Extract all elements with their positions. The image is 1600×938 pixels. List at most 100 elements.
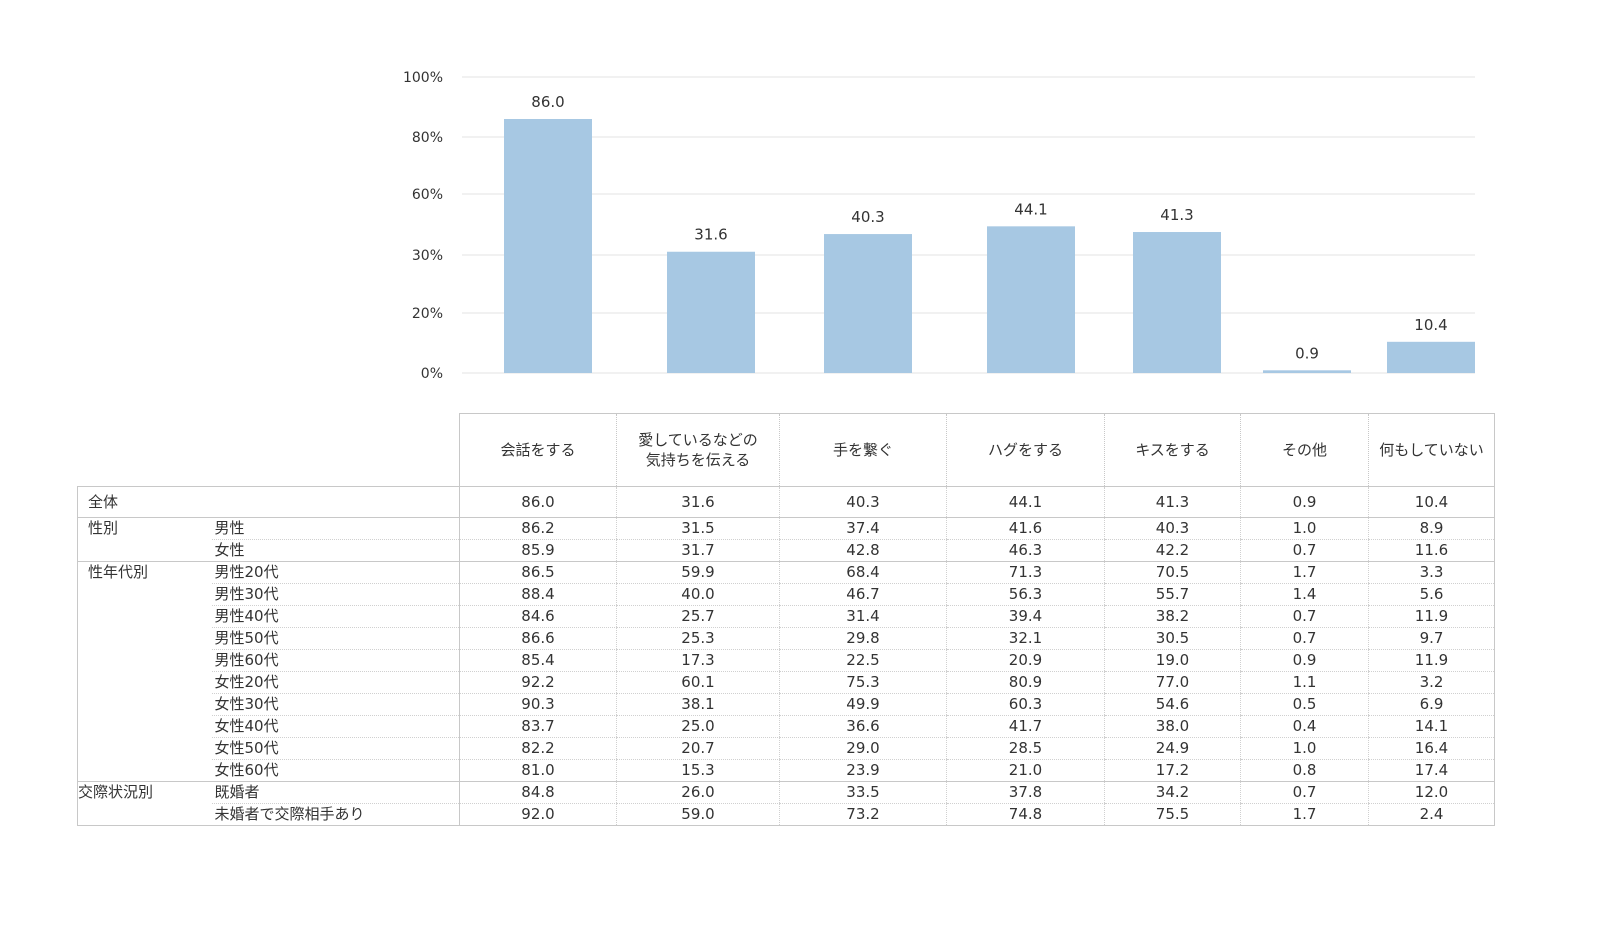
row-label: 男性20代: [211, 561, 460, 584]
table-cell: 31.5: [616, 517, 780, 540]
table-cell: 92.2: [459, 671, 617, 694]
table-cell: 54.6: [1104, 693, 1241, 716]
table-cell: 59.0: [616, 803, 780, 826]
row-label: 女性20代: [211, 671, 460, 694]
row-label: 男性50代: [211, 627, 460, 650]
table-cell: 38.1: [616, 693, 780, 716]
y-tick-label: 0%: [421, 366, 443, 382]
table-cell: 14.1: [1368, 715, 1495, 738]
table-cell: 41.3: [1104, 486, 1241, 518]
table-cell: 86.6: [459, 627, 617, 650]
column-header-line: 何もしていない: [1379, 441, 1484, 459]
row-label: 女性30代: [211, 693, 460, 716]
table-cell: 41.7: [946, 715, 1105, 738]
table-row: 性別 男性 86.2 31.5 37.4 41.6 40.3 1.0 8.9: [77, 517, 1495, 562]
table-cell: 70.5: [1104, 561, 1241, 584]
table-cell: 33.5: [779, 781, 947, 804]
table-row: 女性40代 83.7 25.0 36.6 41.7 38.0 0.4 14.1: [78, 715, 1495, 738]
table-cell: 73.2: [779, 803, 947, 826]
table-cell: 74.8: [946, 803, 1105, 826]
table-cell: 42.2: [1104, 539, 1241, 562]
table-cell: 10.4: [1368, 486, 1495, 518]
table-cell: 31.4: [779, 605, 947, 628]
bar: [824, 234, 912, 373]
table-cell: 3.3: [1368, 561, 1495, 584]
table-cell: 68.4: [779, 561, 947, 584]
table-cell: 15.3: [616, 759, 780, 782]
table-cell: 40.3: [1104, 517, 1241, 540]
table-row: 男性50代 86.6 25.3 29.8 32.1 30.5 0.7 9.7: [78, 627, 1495, 650]
column-header-line: ハグをする: [987, 441, 1063, 459]
row-label: 未婚者で交際相手あり: [211, 803, 460, 826]
bar-value-label: 44.1: [1014, 200, 1047, 218]
table-row: 交際状況別 既婚者 84.8 26.0 33.5 37.8 34.2 0.7 12.0: [77, 781, 1495, 826]
table-cell: 38.2: [1104, 605, 1241, 628]
table-cell: 11.6: [1368, 539, 1495, 562]
table-cell: 40.3: [779, 486, 947, 518]
column-header-line: 手を繋ぐ: [832, 441, 893, 459]
table-row: 男性60代 85.4 17.3 22.5 20.9 19.0 0.9 11.9: [78, 649, 1495, 672]
group-label: 交際状況別: [77, 781, 212, 826]
row-label: 全体: [77, 486, 460, 518]
table-cell: 2.4: [1368, 803, 1495, 826]
bar: [987, 226, 1075, 373]
table-row: 未婚者で交際相手あり 92.0 59.0 73.2 74.8 75.5 1.7 2.4: [78, 803, 1495, 826]
table-cell: 0.8: [1240, 759, 1369, 782]
table-cell: 37.4: [779, 517, 947, 540]
table-cell: 41.6: [946, 517, 1105, 540]
table-cell: 11.9: [1368, 649, 1495, 672]
column-header-line: 愛しているなどの: [638, 431, 758, 449]
table-row: 男性40代 84.6 25.7 31.4 39.4 38.2 0.7 11.9: [78, 605, 1495, 628]
column-header: 愛しているなどの 気持ちを伝える: [616, 413, 780, 487]
table-cell: 42.8: [779, 539, 947, 562]
table-cell: 6.9: [1368, 693, 1495, 716]
bar-value-label: 0.9: [1295, 344, 1319, 362]
table-cell: 82.2: [459, 737, 617, 760]
y-tick-label: 80%: [412, 130, 443, 146]
column-header: 何もしていない: [1368, 413, 1495, 487]
table-cell: 3.2: [1368, 671, 1495, 694]
table-cell: 22.5: [779, 649, 947, 672]
table-cell: 28.5: [946, 737, 1105, 760]
table-cell: 20.7: [616, 737, 780, 760]
table-row: 女性20代 92.2 60.1 75.3 80.9 77.0 1.1 3.2: [78, 671, 1495, 694]
table-cell: 1.0: [1240, 517, 1369, 540]
row-label: 女性40代: [211, 715, 460, 738]
table-cell: 19.0: [1104, 649, 1241, 672]
table-header-row: 会話をする 愛しているなどの 気持ちを伝える 手を繋ぐ ハグをする キスをする その他 何もし…: [78, 413, 1495, 487]
bar: [1387, 341, 1475, 373]
table-cell: 0.4: [1240, 715, 1369, 738]
table-cell: 17.2: [1104, 759, 1241, 782]
table-cell: 55.7: [1104, 583, 1241, 606]
row-label: 男性30代: [211, 583, 460, 606]
table-cell: 25.7: [616, 605, 780, 628]
y-tick-label: 20%: [412, 306, 443, 322]
table-cell: 49.9: [779, 693, 947, 716]
row-label: 男性: [211, 517, 460, 540]
table-cell: 46.3: [946, 539, 1105, 562]
table-cell: 38.0: [1104, 715, 1241, 738]
table-cell: 17.3: [616, 649, 780, 672]
table-cell: 29.0: [779, 737, 947, 760]
table-cell: 20.9: [946, 649, 1105, 672]
bar: [1263, 370, 1351, 373]
table-cell: 1.7: [1240, 561, 1369, 584]
bar: [667, 251, 755, 373]
table-cell: 5.6: [1368, 583, 1495, 606]
table-cell: 56.3: [946, 583, 1105, 606]
table-row: 女性60代 81.0 15.3 23.9 21.0 17.2 0.8 17.4: [78, 759, 1495, 782]
table-cell: 86.5: [459, 561, 617, 584]
table-cell: 85.4: [459, 649, 617, 672]
table-cell: 31.6: [616, 486, 780, 518]
bar-value-label: 86.0: [531, 93, 564, 111]
bars: [504, 119, 1475, 373]
column-header-line: 気持ちを伝える: [645, 451, 751, 469]
y-axis-ticks: 0% 20% 30% 60% 80% 100%: [403, 70, 443, 382]
table-cell: 1.0: [1240, 737, 1369, 760]
table-cell: 71.3: [946, 561, 1105, 584]
y-tick-label: 60%: [412, 187, 443, 203]
table-cell: 0.7: [1240, 627, 1369, 650]
table-cell: 46.7: [779, 583, 947, 606]
table-cell: 32.1: [946, 627, 1105, 650]
table-row: 全体 86.0 31.6 40.3 44.1 41.3 0.9 10.4: [77, 486, 1495, 518]
